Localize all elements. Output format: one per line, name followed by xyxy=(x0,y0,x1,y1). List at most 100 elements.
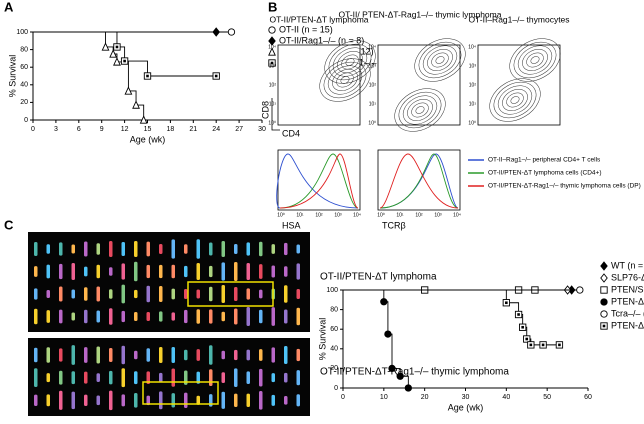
chromosome xyxy=(246,263,250,280)
y-tick-label: 20 xyxy=(330,365,338,372)
chromosome xyxy=(184,244,188,254)
plot-frame xyxy=(477,44,561,126)
chromosome xyxy=(159,286,163,302)
contour xyxy=(435,56,445,64)
y-axis-label: % Survival xyxy=(317,318,327,361)
x-tick-label: 6 xyxy=(77,126,81,133)
legend-entry: PTEN-ΔT-Tcra–/– (n = 8) xyxy=(611,320,644,330)
chromosome xyxy=(209,242,213,256)
chromosome xyxy=(209,369,213,387)
contour xyxy=(319,58,371,102)
chromosome xyxy=(146,241,150,257)
chromosome xyxy=(96,264,100,279)
chromosome xyxy=(146,264,150,279)
chromosome xyxy=(171,312,175,321)
chromosome xyxy=(96,346,100,364)
chromosome xyxy=(246,349,250,361)
chromosome xyxy=(234,287,238,301)
chromosome xyxy=(184,288,188,300)
chromosome xyxy=(46,264,50,279)
contour xyxy=(414,38,466,82)
contour xyxy=(332,69,358,91)
chromosome xyxy=(84,287,88,301)
marker xyxy=(600,310,608,318)
image-caption: OT-II/PTEN-ΔT lymphoma xyxy=(320,272,437,283)
chromosome xyxy=(96,286,100,302)
contour xyxy=(398,91,442,129)
contour xyxy=(489,78,541,122)
legend-entry: OT-II (n = 15) xyxy=(279,24,333,34)
chromosome xyxy=(271,394,275,406)
chromosome xyxy=(284,346,288,364)
chromosome xyxy=(171,346,175,364)
chromosome xyxy=(196,263,200,280)
chromosome xyxy=(221,240,225,258)
histogram-curve xyxy=(276,153,359,209)
chromosome xyxy=(59,370,63,385)
chromosome xyxy=(246,307,250,326)
chromosome xyxy=(246,242,250,256)
chromosome xyxy=(46,244,50,254)
chromosome xyxy=(71,312,75,321)
y-tick-label: 10⁴ xyxy=(268,44,276,50)
chromosome xyxy=(134,312,138,321)
chromosome xyxy=(184,349,188,361)
x-tick-label: 24 xyxy=(212,126,220,133)
marker xyxy=(396,372,404,380)
flow-plot-title: OT-II/PTEN-ΔT lymphoma xyxy=(269,14,368,24)
x-tick-label: 30 xyxy=(258,126,266,133)
histogram-plot: 10⁰ 10¹ 10² 10³ 10⁴ HSA xyxy=(276,149,361,230)
chromosome xyxy=(109,289,113,299)
chromosome xyxy=(146,348,150,362)
contour xyxy=(340,76,350,84)
contour xyxy=(522,49,548,71)
x-tick-label: 10⁴ xyxy=(353,212,361,218)
x-tick-label: 10³ xyxy=(434,212,442,218)
marker xyxy=(268,36,276,46)
chromosome xyxy=(134,350,138,360)
y-tick-label: 20 xyxy=(20,99,28,106)
marker-dot xyxy=(517,313,520,316)
contour xyxy=(530,56,540,64)
chromosome xyxy=(121,242,125,256)
chromosome xyxy=(296,394,300,407)
marker xyxy=(600,298,608,306)
chromosome xyxy=(34,308,38,325)
contour xyxy=(402,95,438,125)
histogram-plot: 10⁰ 10¹ 10² 10³ 10⁴ TCRβ xyxy=(377,149,461,230)
chromosome xyxy=(46,310,50,323)
x-tick-label: 10⁰ xyxy=(377,212,385,218)
x-tick-label: 50 xyxy=(543,394,551,401)
contour xyxy=(341,54,359,70)
legend-entry: SLP76-ΔT (n = 2) xyxy=(611,272,644,282)
chromosome xyxy=(96,373,100,383)
y-tick-label: 0 xyxy=(24,117,28,124)
x-tick-label: 27 xyxy=(235,126,243,133)
contour xyxy=(411,102,429,118)
x-tick-label: 3 xyxy=(54,126,58,133)
chromosome xyxy=(84,241,88,257)
chromosome xyxy=(296,289,300,299)
chromosome xyxy=(184,265,188,278)
chromosome xyxy=(59,263,63,280)
chromosome xyxy=(34,394,38,406)
highlight-box xyxy=(142,381,219,405)
flow-plot: 10⁰ 10¹ 10² 10³ 10⁴ xyxy=(368,38,466,132)
chromosome xyxy=(46,289,50,299)
chromosome xyxy=(146,395,150,406)
marker xyxy=(227,28,236,36)
y-tick-label: 10⁰ xyxy=(368,120,376,126)
x-tick-label: 10² xyxy=(315,212,323,218)
chromosome xyxy=(184,392,188,408)
x-tick-label: 10⁴ xyxy=(453,212,461,218)
chromosome xyxy=(96,395,100,406)
y-tick-label: 100 xyxy=(326,287,338,294)
chromosome xyxy=(46,347,50,363)
marker xyxy=(600,286,608,294)
chromosome xyxy=(34,288,38,300)
chromosome xyxy=(259,264,263,279)
contour xyxy=(517,45,553,75)
contour xyxy=(418,41,462,79)
chromosome xyxy=(134,261,138,282)
x-tick-label: 10¹ xyxy=(396,212,404,218)
